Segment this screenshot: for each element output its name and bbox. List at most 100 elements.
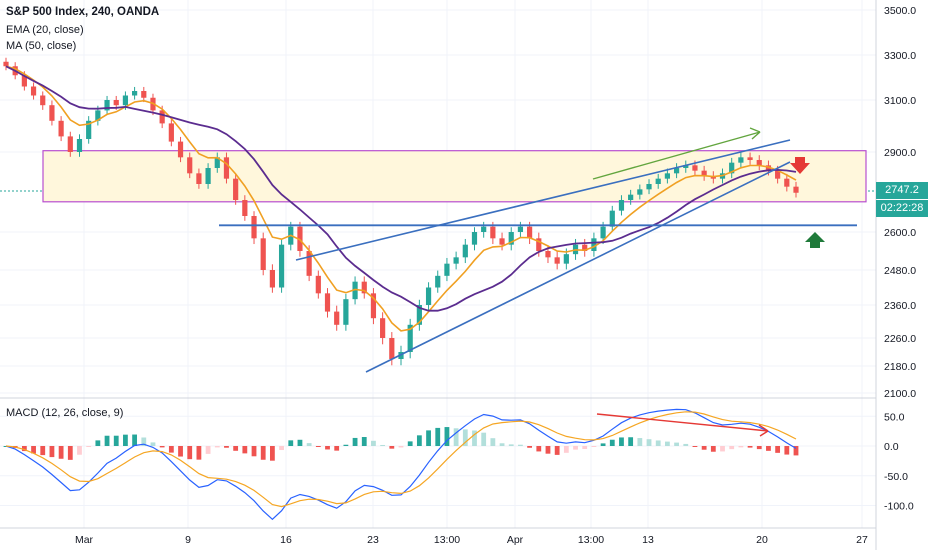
candle-body [416, 305, 422, 325]
candle-body [205, 168, 211, 184]
macd-histogram-bar [554, 446, 560, 455]
candle-body [30, 86, 37, 96]
macd-histogram-bar [775, 446, 781, 453]
ema-legend[interactable]: EMA (20, close) [6, 24, 84, 36]
candle-body [21, 75, 27, 87]
macd-histogram-bar [58, 446, 64, 459]
time-tick-label: 13:00 [434, 534, 460, 546]
candle-body [58, 120, 64, 137]
price-tick-label: 2360.0 [884, 300, 916, 312]
candle-body [747, 157, 753, 160]
last-price-tag: 2747.2 [876, 182, 928, 199]
candle-body [765, 165, 772, 171]
candle-body [729, 162, 735, 174]
macd-histogram-bar [168, 446, 174, 453]
macd-histogram-bar [508, 444, 514, 446]
candle-body [3, 61, 9, 67]
candle-body [499, 238, 505, 245]
macd-histogram-bar [380, 444, 386, 446]
time-axis[interactable]: Mar 9 16 23 13:00 Apr 13:00 13 20 27 [75, 534, 868, 546]
macd-histogram-bar [187, 446, 193, 460]
candle-body [40, 95, 46, 106]
candle-body [517, 226, 524, 232]
candle-body [95, 110, 101, 121]
candle-body [582, 244, 588, 251]
candle-body [563, 254, 569, 264]
macd-histogram-bar [619, 437, 624, 446]
macd-histogram-bar [573, 446, 578, 450]
macd-histogram-bar [361, 437, 367, 446]
time-tick-label: 23 [367, 534, 379, 546]
price-axis[interactable]: 2100.0 2180.0 2260.0 2360.0 2480.0 2600.0 2900… [884, 5, 916, 513]
chart-title: S&P 500 Index, 240, OANDA [6, 6, 160, 18]
macd-histogram-bar [545, 446, 551, 454]
macd-histogram-bar [738, 446, 744, 448]
macd-histogram-bar [398, 446, 404, 448]
candle-body [600, 226, 606, 239]
candle-body [471, 232, 478, 245]
candle-body [242, 200, 248, 216]
candle-body [545, 251, 551, 258]
candle-body [315, 275, 321, 294]
candle-body [278, 244, 285, 288]
macd-histogram-bar [178, 446, 183, 457]
macd-histogram-bar [527, 446, 533, 448]
green-up-arrow [805, 232, 825, 248]
macd-histogram-bar [224, 446, 229, 448]
candle-body [554, 257, 560, 264]
macd-histogram-bar [95, 440, 101, 446]
macd-histogram-bar [655, 440, 661, 446]
macd-histogram-bar [720, 446, 725, 452]
macd-divergence-line [596, 413, 769, 432]
candle-body [380, 318, 386, 338]
candle-body [435, 275, 441, 288]
ma-legend[interactable]: MA (50, close) [6, 40, 77, 52]
candle-body [646, 184, 652, 190]
macd-histogram-bar [279, 446, 284, 451]
macd-histogram-bar [609, 439, 615, 446]
macd-histogram-bar [288, 440, 294, 446]
macd-histogram-bar [518, 444, 523, 446]
macd-tick-label: 0.0 [884, 441, 899, 453]
macd-histogram-bar [499, 443, 505, 446]
macd-histogram-bar [86, 446, 92, 447]
macd-histogram-bar [563, 446, 569, 453]
candles [3, 57, 799, 366]
candle-body [481, 226, 487, 232]
macd-histogram-bar [315, 446, 321, 447]
macd-histogram-bar [132, 434, 138, 446]
macd-histogram-bar [444, 427, 450, 446]
green-trend-arrow-line [592, 131, 761, 180]
candle-body [793, 186, 799, 193]
macd-histogram-bar [462, 429, 468, 446]
candle-body [260, 238, 266, 270]
candle-body [361, 281, 367, 294]
macd-histogram-bar [205, 446, 211, 454]
macd-histogram-bar [67, 446, 73, 460]
macd-histogram-bar [159, 446, 165, 448]
time-tick-label: 27 [856, 534, 868, 546]
upper-trend-line [295, 139, 791, 261]
price-tick-label: 3100.0 [884, 95, 916, 107]
macd-legend[interactable]: MACD (12, 26, close, 9) [6, 407, 124, 419]
candle-body [306, 251, 312, 276]
macd-histogram-bar [123, 434, 128, 446]
time-tick-label: 13:00 [578, 534, 604, 546]
price-tick-label: 2900.0 [884, 147, 916, 159]
macd-histogram-bar [31, 446, 36, 454]
macd-histogram-bar [40, 446, 46, 456]
time-tick-label: 9 [185, 534, 191, 546]
time-tick-label: 16 [280, 534, 292, 546]
candle-body [738, 157, 744, 163]
macd-histogram-bar [269, 446, 275, 461]
macd-histogram-bar [416, 435, 422, 446]
macd-histogram-bar [683, 443, 689, 446]
macd-histogram-bar [637, 438, 643, 446]
candle-body [187, 157, 193, 174]
signal-line [5, 411, 797, 508]
candle-body [159, 110, 165, 124]
macd-histogram-bar [674, 442, 679, 446]
macd-histogram-bar [260, 446, 266, 460]
candle-body [334, 311, 340, 325]
macd-histogram-bar [325, 446, 330, 450]
